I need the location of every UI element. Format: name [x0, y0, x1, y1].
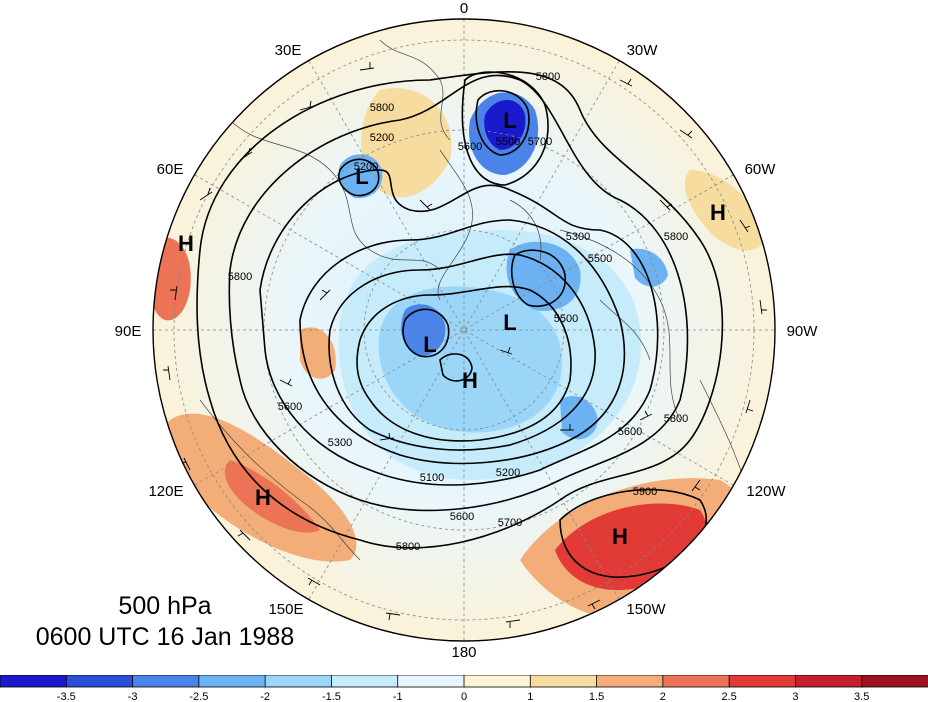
contour-label: 5900: [633, 486, 657, 498]
colorbar: -3.5 -3 -2.5 -2 -1.5 -1 0 1 1.5 2 2.5 3 3.5: [0, 675, 928, 702]
contour-label: 5600: [278, 401, 302, 413]
lon-label-60w: 60W: [745, 161, 777, 178]
contour-label: 5600: [458, 141, 482, 153]
contour-label: 5700: [498, 517, 522, 529]
lon-label-30w: 30W: [627, 42, 659, 59]
lon-label-90e: 90E: [115, 323, 142, 340]
colorbar-box: [795, 675, 863, 688]
colorbar-tick-label: 1.5: [589, 691, 604, 702]
contour-label: 5700: [528, 136, 552, 148]
colorbar-box: [861, 675, 928, 688]
contour-label: 5800: [664, 231, 688, 243]
contour-label: 5200: [370, 132, 394, 144]
lon-label-90w: 90W: [787, 323, 819, 340]
colorbar-box: [0, 675, 68, 688]
colorbar-tick-label: 2.5: [721, 691, 736, 702]
colorbar-tick-label: 0: [461, 691, 467, 702]
lon-label-0: 0: [460, 0, 468, 17]
contour-label: 5500: [554, 313, 578, 325]
globe-outline: [152, 18, 776, 642]
map-field: [153, 19, 775, 641]
colorbar-box: [198, 675, 267, 688]
height-contours: [196, 71, 724, 578]
lon-label-60e: 60E: [157, 161, 184, 178]
colorbar-tick-label: -3: [128, 691, 138, 702]
cold-anomaly-scandinavia: [338, 154, 383, 199]
colorbar-tick-label: -1.5: [322, 691, 341, 702]
high-center-polar: H: [462, 368, 478, 393]
contour-label: 5500: [496, 136, 520, 148]
contour-label: 5300: [328, 437, 352, 449]
low-center-kara: L: [423, 332, 436, 357]
colorbar-tick-label: 3.5: [854, 691, 869, 702]
colorbar-tick-label: 3: [792, 691, 798, 702]
colorbar-tick-label: 1: [527, 691, 533, 702]
coastlines: [199, 39, 751, 561]
low-center-greenland: L: [503, 108, 516, 133]
colorbar-box: [463, 675, 532, 688]
colorbar-box: [264, 675, 333, 688]
colorbar-box: [132, 675, 200, 688]
lon-label-120e: 120E: [148, 483, 183, 500]
contour-label: 5800: [536, 71, 560, 83]
warm-anomaly-north-america-east: [684, 170, 765, 251]
contour-label: 5200: [496, 467, 520, 479]
contour-label: 5200: [354, 161, 378, 173]
colorbar-labels: -3.5 -3 -2.5 -2 -1.5 -1 0 1 1.5 2 2.5 3 3.5: [57, 691, 870, 702]
colorbar-tick-label: -3.5: [57, 691, 76, 702]
colorbar-box: [65, 675, 134, 688]
colorbar-box: [331, 675, 399, 688]
colorbar-tick-label: -2: [260, 691, 270, 702]
high-center-east-asia: H: [255, 485, 271, 510]
contour-label: 5800: [664, 413, 688, 425]
colorbar-box: [397, 675, 465, 688]
lon-label-150w: 150W: [626, 601, 666, 618]
polar-stereographic-map: 0 30W 60W 90W 120W 150W 180 150E 120E 90…: [115, 0, 819, 661]
colorbar-box: [662, 675, 731, 688]
colorbar-box: [596, 675, 664, 688]
colorbar-box: [529, 675, 598, 688]
colorbar-tick-label: -1: [393, 691, 403, 702]
contour-label: 5300: [566, 231, 590, 243]
high-center-atlantic: H: [710, 200, 726, 225]
low-center-scandinavia: L: [355, 164, 368, 189]
lon-label-30e: 30E: [275, 42, 302, 59]
high-center-pacific: H: [612, 524, 628, 549]
colorbar-box: [728, 675, 797, 688]
title-time: 0600 UTC 16 Jan 1988: [35, 623, 295, 651]
lon-label-150e: 150E: [268, 601, 303, 618]
contour-label: 5800: [228, 271, 252, 283]
contour-label: 5800: [396, 541, 420, 553]
colorbar-tick-label: -2.5: [189, 691, 208, 702]
contour-label: 5100: [420, 472, 444, 484]
contour-label: 5600: [618, 426, 642, 438]
colorbar-boxes: [0, 675, 928, 688]
title-level: 500 hPa: [118, 592, 212, 620]
cold-anomaly-greenland-core: [484, 100, 526, 150]
contour-label: 5500: [588, 253, 612, 265]
low-center-baffin: L: [503, 310, 516, 335]
warm-anomaly-central-asia: [300, 327, 336, 379]
colorbar-tick-label: 2: [660, 691, 666, 702]
lon-label-120w: 120W: [746, 483, 786, 500]
lon-label-180: 180: [451, 644, 476, 661]
cold-anomaly-labrador: [630, 248, 668, 287]
high-center-west-siberia: H: [178, 231, 194, 256]
contour-label: 5800: [370, 102, 394, 114]
contour-label: 5600: [450, 511, 474, 523]
